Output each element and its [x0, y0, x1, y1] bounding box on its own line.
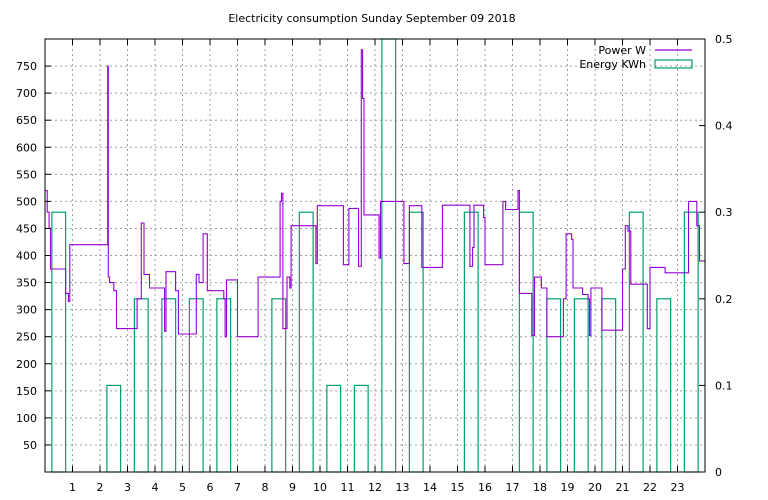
- energy-bar: [381, 38, 397, 473]
- x-tick-label: 1: [69, 481, 76, 494]
- energy-bar: [573, 298, 589, 473]
- energy-bar: [216, 298, 232, 473]
- energy-bar: [51, 211, 67, 473]
- y2-tick-label: 0.3: [715, 206, 733, 219]
- grid-lines: [45, 39, 705, 472]
- y-tick-label: 200: [16, 358, 37, 371]
- y-axis-left: 50 100 150 200 250 300 350 400 450 500 550 600 650 70…: [16, 60, 51, 452]
- chart-title: Electricity consumption Sunday September…: [228, 12, 515, 25]
- y2-tick-label: 0.5: [715, 33, 733, 46]
- legend-power-label: Power W: [598, 44, 646, 57]
- y-tick-label: 650: [16, 114, 37, 127]
- y-tick-label: 50: [23, 439, 37, 452]
- x-tick-label: 6: [207, 481, 214, 494]
- x-tick-label: 22: [643, 481, 657, 494]
- x-tick-label: 11: [341, 481, 355, 494]
- energy-bar: [683, 211, 699, 473]
- legend: Power W Energy KWh: [579, 44, 693, 71]
- x-tick-label: 16: [478, 481, 492, 494]
- energy-bar: [408, 211, 424, 473]
- x-tick-label: 15: [451, 481, 465, 494]
- y-tick-label: 100: [16, 412, 37, 425]
- legend-energy-label: Energy KWh: [579, 58, 646, 71]
- y-tick-label: 300: [16, 304, 37, 317]
- y2-tick-label: 0.1: [715, 379, 733, 392]
- energy-bar: [463, 211, 479, 473]
- plot-frame: [44, 38, 706, 473]
- energy-bar: [656, 298, 672, 473]
- x-tick-label: 17: [506, 481, 520, 494]
- x-tick-label: 3: [124, 481, 131, 494]
- energy-bar: [518, 211, 534, 473]
- energy-bar: [628, 211, 644, 473]
- x-tick-label: 10: [313, 481, 327, 494]
- x-tick-label: 23: [671, 481, 685, 494]
- energy-bar: [161, 298, 177, 473]
- y-tick-label: 350: [16, 277, 37, 290]
- y-tick-label: 700: [16, 87, 37, 100]
- y-tick-label: 250: [16, 331, 37, 344]
- x-tick-label: 5: [179, 481, 186, 494]
- y2-tick-label: 0.4: [715, 120, 733, 133]
- x-tick-label: 14: [423, 481, 437, 494]
- x-tick-label: 2: [97, 481, 104, 494]
- x-tick-label: 20: [588, 481, 602, 494]
- energy-bar: [133, 298, 149, 473]
- x-tick-label: 8: [262, 481, 269, 494]
- y-axis-right: 0 0.1 0.2 0.3 0.4 0.5: [699, 33, 733, 479]
- energy-bar: [298, 211, 314, 473]
- y-tick-label: 600: [16, 141, 37, 154]
- x-tick-label: 13: [396, 481, 410, 494]
- power-series: [45, 49, 705, 338]
- legend-energy-swatch: [654, 59, 693, 69]
- y-tick-label: 150: [16, 385, 37, 398]
- y-tick-label: 550: [16, 168, 37, 181]
- x-tick-label: 18: [533, 481, 547, 494]
- x-tick-label: 4: [152, 481, 159, 494]
- y-tick-label: 750: [16, 60, 37, 73]
- y-tick-label: 450: [16, 222, 37, 235]
- x-axis: 1 2 3 4 5 6 7 8 9 10 11 12 13 14 15 16 17 18 19 20 21 22 23: [69, 39, 685, 494]
- x-tick-label: 19: [561, 481, 575, 494]
- energy-bar: [601, 298, 617, 473]
- y-tick-label: 400: [16, 250, 37, 263]
- energy-bar: [271, 298, 287, 473]
- x-tick-label: 7: [234, 481, 241, 494]
- power-line: [45, 49, 705, 338]
- x-tick-label: 12: [368, 481, 382, 494]
- energy-bar: [353, 384, 369, 473]
- energy-bar: [546, 298, 562, 473]
- y-tick-label: 500: [16, 195, 37, 208]
- x-tick-label: 21: [616, 481, 630, 494]
- y2-tick-label: 0: [715, 466, 722, 479]
- energy-bar: [106, 384, 122, 473]
- y2-tick-label: 0.2: [715, 293, 733, 306]
- energy-bar: [326, 384, 342, 473]
- x-tick-label: 9: [289, 481, 296, 494]
